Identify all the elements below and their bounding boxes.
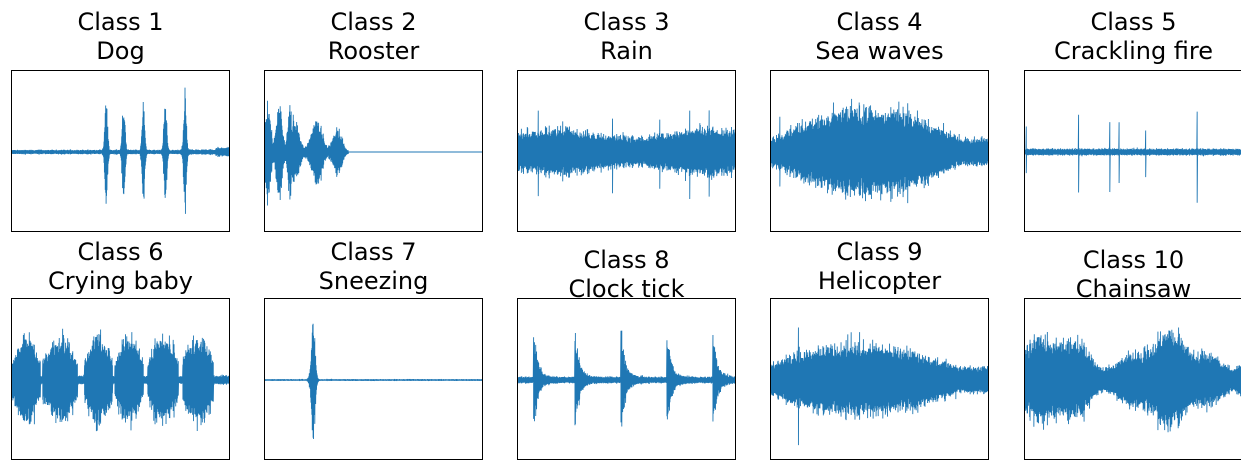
sound-name: Rooster	[327, 37, 420, 65]
waveform-line	[771, 98, 988, 204]
waveform-panel-1: Class 1 Dog	[11, 0, 230, 461]
class-label: Class 2	[330, 8, 417, 36]
sound-name: Crackling fire	[1053, 37, 1214, 65]
class-label: Class 7	[330, 238, 417, 266]
plot-area	[264, 298, 483, 460]
waveform-line	[12, 328, 229, 432]
plot-area	[770, 298, 989, 460]
waveform-panel-6: Class 6 Crying baby	[11, 0, 230, 461]
waveform-svg	[771, 98, 988, 204]
waveform-line	[265, 323, 482, 440]
waveform-panel-10: Class 10 Chainsaw	[1024, 0, 1241, 461]
sound-name: Helicopter	[817, 267, 942, 295]
waveform-svg	[265, 100, 482, 206]
class-label: Class 5	[1090, 8, 1177, 36]
panel-title: Class 10 Chainsaw	[1024, 246, 1241, 304]
plot-area	[517, 298, 736, 460]
panel-title: Class 1 Dog	[11, 8, 230, 66]
sound-name: Crying baby	[48, 267, 193, 295]
waveform-panel-9: Class 9 Helicopter	[770, 0, 989, 461]
panel-title: Class 9 Helicopter	[770, 238, 989, 296]
waveform-panel-3: Class 3 Rain	[517, 0, 736, 461]
class-label: Class 4	[836, 8, 923, 36]
waveform-panel-4: Class 4 Sea waves	[770, 0, 989, 461]
waveform-svg	[1025, 111, 1241, 203]
waveform-line	[1025, 111, 1241, 203]
waveform-panel-5: Class 5 Crackling fire	[1024, 0, 1241, 461]
waveform-svg	[12, 87, 229, 214]
sound-name: Sneezing	[318, 267, 429, 295]
panel-title: Class 6 Crying baby	[11, 238, 230, 296]
waveform-line	[12, 87, 229, 214]
waveform-line	[265, 100, 482, 206]
class-label: Class 6	[77, 238, 164, 266]
class-label: Class 9	[836, 238, 923, 266]
class-label: Class 1	[77, 8, 164, 36]
class-label: Class 3	[583, 8, 670, 36]
plot-area	[770, 70, 989, 232]
panel-title: Class 4 Sea waves	[770, 8, 989, 66]
sound-name: Dog	[96, 37, 145, 65]
panel-title: Class 2 Rooster	[264, 8, 483, 66]
panel-title: Class 5 Crackling fire	[1024, 8, 1241, 66]
waveform-svg	[771, 327, 988, 446]
waveform-svg	[518, 330, 735, 427]
waveform-svg	[1025, 327, 1241, 433]
plot-area	[517, 70, 736, 232]
sound-name: Sea waves	[815, 37, 944, 65]
waveform-svg	[265, 323, 482, 440]
class-label: Class 10	[1082, 246, 1185, 274]
plot-area	[11, 298, 230, 460]
waveform-panel-2: Class 2 Rooster	[264, 0, 483, 461]
waveform-svg	[12, 328, 229, 432]
panel-title: Class 7 Sneezing	[264, 238, 483, 296]
sound-name: Rain	[600, 37, 653, 65]
waveform-svg	[518, 110, 735, 199]
plot-area	[11, 70, 230, 232]
plot-area	[264, 70, 483, 232]
waveform-panel-7: Class 7 Sneezing	[264, 0, 483, 461]
waveform-line	[518, 330, 735, 427]
waveform-line	[518, 110, 735, 199]
waveform-line	[1025, 327, 1241, 433]
waveform-line	[771, 327, 988, 446]
plot-area	[1024, 70, 1241, 232]
waveform-panel-8: Class 8 Clock tick	[517, 0, 736, 461]
class-label: Class 8	[583, 246, 670, 274]
panel-title: Class 8 Clock tick	[517, 246, 736, 304]
panel-title: Class 3 Rain	[517, 8, 736, 66]
plot-area	[1024, 298, 1241, 460]
